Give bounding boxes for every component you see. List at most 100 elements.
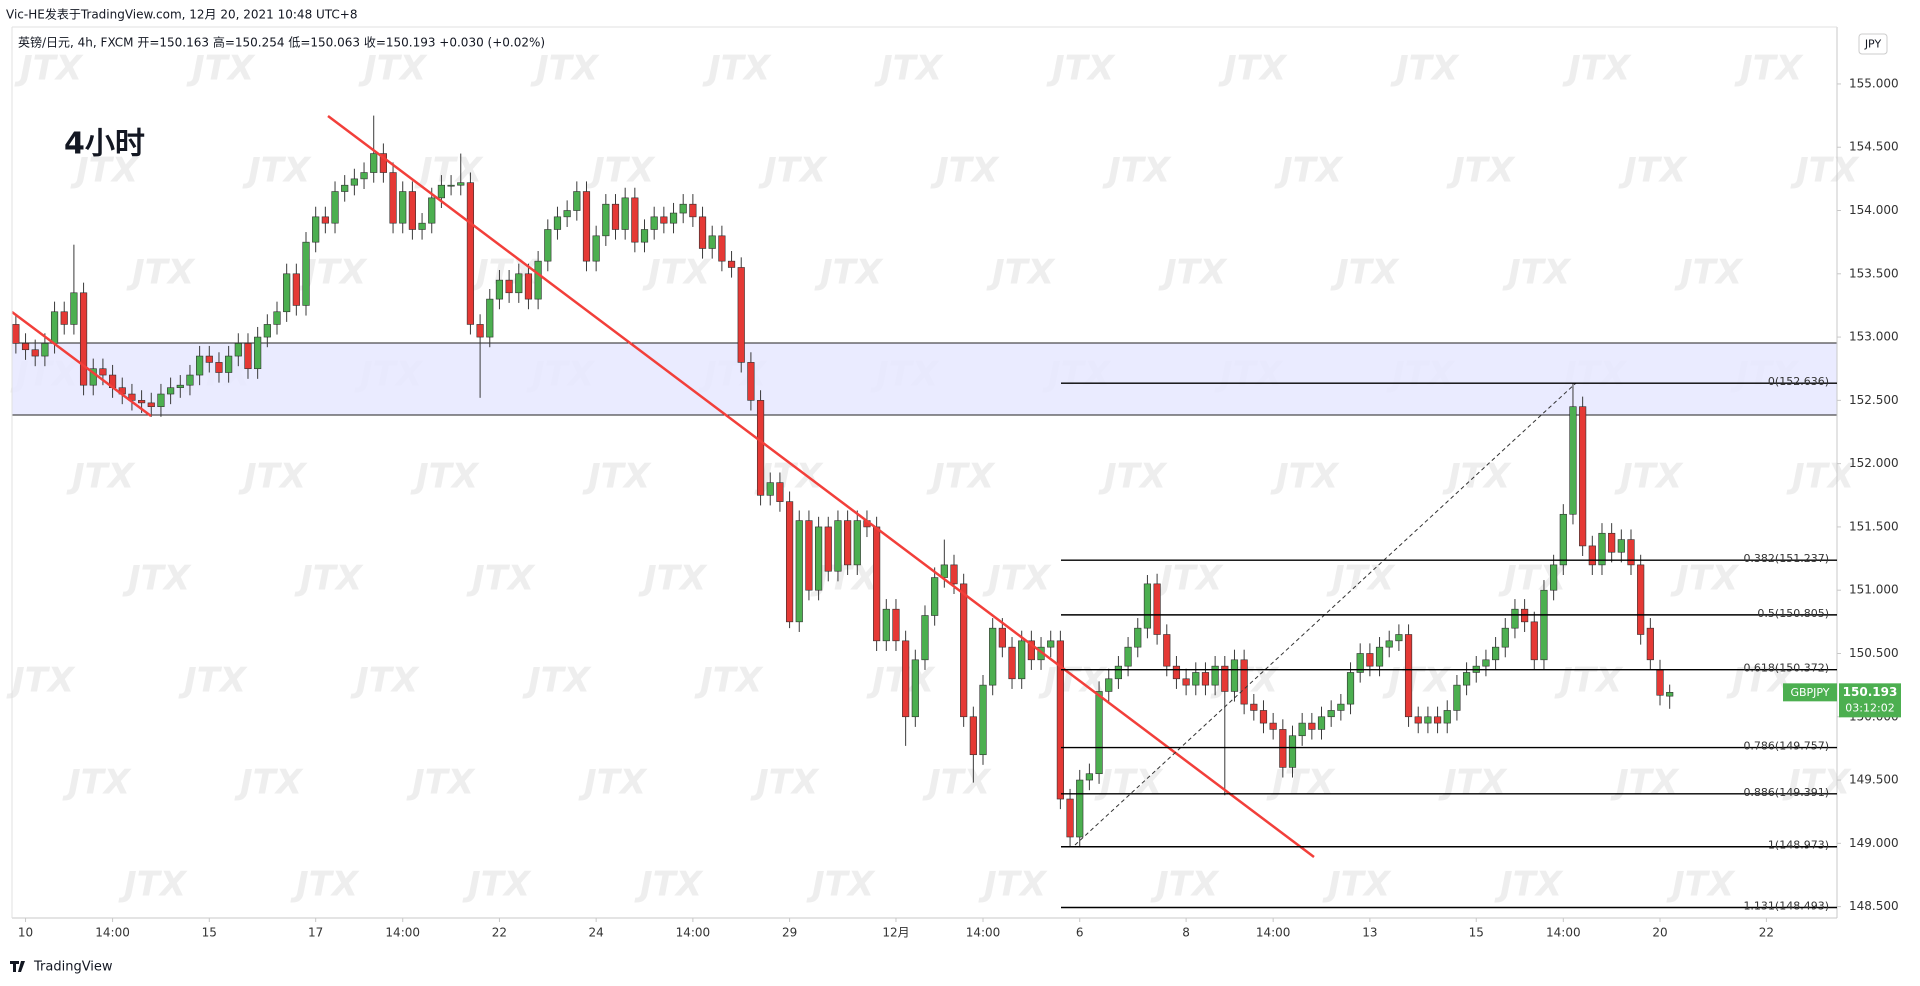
candle-body [902,640,910,718]
candle-body [12,324,20,344]
y-tick-label: 153.000 [1849,330,1899,344]
watermark: JTX [1734,49,1804,89]
candle-body [795,520,803,623]
candle-body [408,191,416,230]
candle-body [138,400,146,404]
x-tick-label: 22 [1759,926,1774,940]
candle-body [1511,608,1519,629]
footer: TradingView [10,960,113,975]
candle-body [631,197,639,243]
candle-body [882,608,890,642]
x-tick-label: 12月 [882,926,909,940]
x-tick-label: 20 [1652,926,1667,940]
candle-body [1008,646,1016,680]
candle-body [747,362,755,401]
watermark: JTX [406,763,476,803]
candle-body [640,229,649,243]
watermark: JTX [1218,49,1288,89]
x-tick-label: 24 [589,926,604,940]
candle-body [1105,678,1113,692]
watermark: JTX [1046,49,1116,89]
x-tick-label: 14:00 [1546,926,1581,940]
watermark: JTX [466,559,536,599]
candle-body [1317,716,1326,730]
candle-body [1337,703,1345,711]
author-line: Vic-HE发表于TradingView.com, 12月 20, 2021 1… [6,7,358,22]
watermark: JTX [122,559,192,599]
watermark: JTX [530,49,600,89]
watermark: JTX [1266,763,1336,803]
watermark: JTX [126,253,196,293]
watermark: JTX [982,559,1052,599]
candle-body [70,292,78,325]
candle-body [1492,646,1500,661]
candle-body [1559,513,1567,566]
candle-body [960,583,968,718]
candle-body [1018,640,1026,680]
candle-body [196,355,204,376]
logo [10,961,25,972]
x-tick-label: 8 [1182,926,1190,940]
fib-label: 1(148.973) [1768,839,1829,852]
candle-body [447,184,455,187]
candle-body [1424,716,1432,724]
candle-body [476,324,484,338]
candle-body [1646,627,1654,661]
x-tick-label: 15 [1469,926,1484,940]
candle-body [1259,710,1268,724]
y-tick-label: 151.000 [1849,583,1899,597]
candle-body [553,216,562,230]
candle-body [312,216,320,243]
candle-body [979,684,987,756]
x-tick-label: 13 [1362,926,1377,940]
candle-body [283,273,291,313]
watermark: JTX [1494,865,1564,905]
candle-body [1356,653,1364,673]
y-tick-label: 151.500 [1849,519,1899,533]
watermark: JTX [694,661,764,701]
symbol-line: 英镑/日元, 4h, FXCM 开=150.163 高=150.254 低=15… [18,35,545,50]
watermark: JTX [186,49,256,89]
watermark: JTX [1390,49,1460,89]
watermark: JTX [6,661,76,701]
candle-body [689,203,697,218]
candle-body [805,520,813,591]
candle-body [1501,627,1509,648]
candle-body [650,216,658,230]
candle-body [79,292,88,386]
candle-body [244,343,252,370]
symbol-tag [1783,683,1837,702]
candle-body [1221,665,1229,692]
candle-body [1598,532,1606,566]
watermark: JTX [1498,559,1568,599]
watermark: JTX [1154,559,1224,599]
watermark: JTX [758,151,828,191]
candle-body [1250,703,1258,711]
candle-body [573,191,581,211]
watermark: JTX [1322,865,1392,905]
candle-body [89,368,97,386]
candle-body [766,482,774,496]
candle-body [1627,539,1635,566]
candle-body [1192,672,1200,686]
candle-body [892,608,900,642]
candle-body [505,279,513,294]
x-tick-label: 15 [202,926,217,940]
candle-body [1453,684,1461,711]
candle-body [756,400,765,496]
x-tick-label: 14:00 [95,926,130,940]
watermark: JTX [462,865,532,905]
candle-body [225,355,233,373]
candle-body [1298,722,1306,737]
candle-body [1172,665,1181,680]
candle-body [99,368,107,376]
candle-body [969,716,977,756]
watermark: JTX [1326,559,1396,599]
candle-body [1114,665,1123,680]
candle-body [273,311,281,325]
watermark: JTX [702,49,772,89]
candle-body [215,362,223,373]
candle-body [1134,627,1142,648]
candle-body [176,384,184,389]
watermark: JTX [1670,559,1740,599]
